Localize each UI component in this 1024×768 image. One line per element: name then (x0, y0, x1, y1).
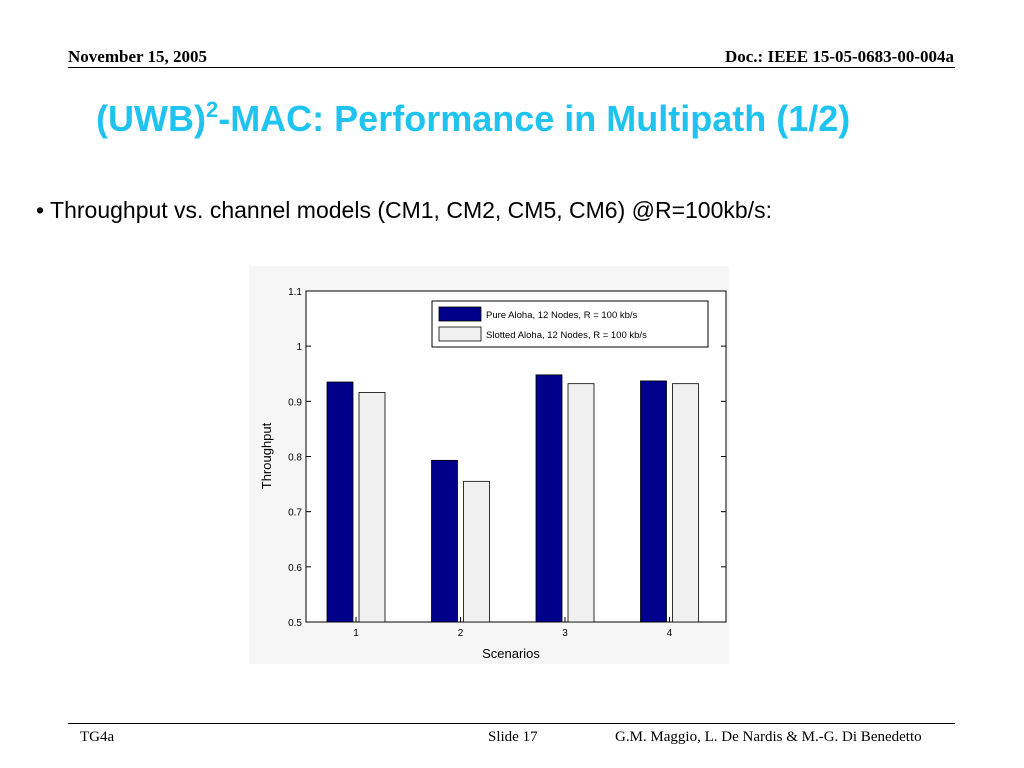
legend-swatch-pure (438, 306, 482, 322)
throughput-chart: 0.5 0.6 0.7 0.8 0.9 1 1.1 1 2 3 4 Throughput Scen… (259, 287, 727, 661)
x-axis-label: Scenarios (482, 646, 540, 661)
bar-slotted-aloha (463, 480, 490, 623)
title-rest: -MAC: Performance in Multipath (1/2) (218, 98, 851, 139)
bar-slotted-aloha (672, 383, 699, 623)
y-tick-label: 0.6 (288, 563, 302, 574)
legend-label-slotted: Slotted Aloha, 12 Nodes, R = 100 kb/s (486, 330, 647, 341)
bar-pure-aloha (640, 380, 667, 623)
x-tick-label: 1 (353, 628, 359, 639)
chart-figure: 0.5 0.6 0.7 0.8 0.9 1 1.1 1 2 3 4 Throughput Scen… (249, 266, 729, 664)
title-superscript: 2 (205, 97, 219, 122)
footer-group: TG4a (80, 729, 115, 745)
bar-pure-aloha (431, 459, 458, 623)
y-tick-label: 1 (296, 342, 302, 353)
bullet-text: • Throughput vs. channel models (CM1, CM… (36, 197, 772, 223)
legend-label-pure: Pure Aloha, 12 Nodes, R = 100 kb/s (486, 310, 638, 321)
footer-rule (68, 723, 955, 724)
bar-pure-aloha (535, 374, 563, 623)
header-rule (68, 67, 955, 68)
bar-slotted-aloha (358, 392, 386, 623)
y-tick-label: 0.8 (288, 453, 302, 464)
legend-swatch-slotted (438, 326, 482, 342)
bar-pure-aloha (326, 381, 354, 623)
bar-slotted-aloha (567, 383, 595, 623)
slide-title: (UWB)2-MAC: Performance in Multipath (1/… (96, 98, 850, 140)
y-tick-label: 0.7 (288, 508, 302, 519)
x-tick-label: 3 (562, 628, 568, 639)
y-axis-label: Throughput (259, 422, 274, 489)
title-main: (UWB) (96, 98, 206, 139)
header-date: November 15, 2005 (68, 47, 207, 66)
legend: Pure Aloha, 12 Nodes, R = 100 kb/s Slott… (431, 300, 709, 348)
footer-slide-number: Slide 17 (488, 729, 538, 745)
y-tick-label: 1.1 (288, 287, 302, 298)
footer-authors: G.M. Maggio, L. De Nardis & M.-G. Di Ben… (615, 729, 922, 745)
x-tick-label: 2 (458, 628, 464, 639)
x-tick-label: 4 (667, 628, 673, 639)
header-doc-id: Doc.: IEEE 15-05-0683-00-004a (724, 47, 954, 66)
y-tick-label: 0.5 (288, 618, 302, 629)
y-tick-label: 0.9 (288, 397, 302, 408)
